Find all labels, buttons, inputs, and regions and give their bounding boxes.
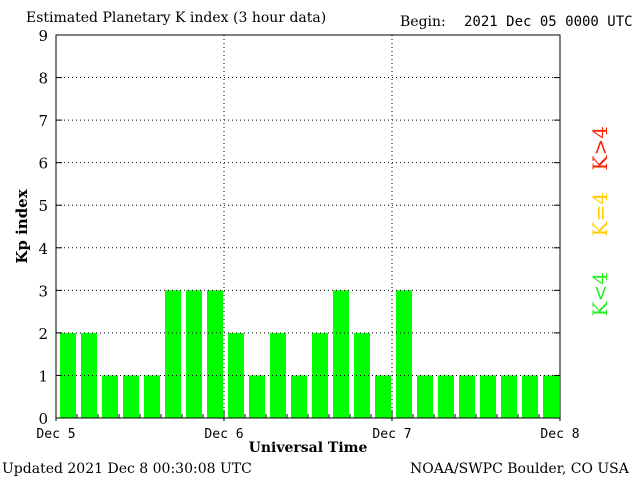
kp-bar — [123, 375, 139, 418]
legend-k-above-4: K>4 — [588, 126, 612, 171]
y-axis-title: Kp index — [13, 188, 31, 263]
kp-bar — [144, 375, 160, 418]
legend-k-equal-4: K=4 — [588, 192, 612, 237]
y-tick-label: 9 — [38, 27, 48, 45]
y-tick-label: 4 — [38, 240, 48, 258]
y-tick-label: 1 — [38, 367, 48, 385]
kp-bar — [543, 375, 559, 418]
kp-bar — [396, 290, 412, 418]
y-tick-label: 5 — [38, 197, 48, 215]
begin-value: 2021 Dec 05 0000 UTC — [464, 14, 633, 30]
kp-bar — [333, 290, 349, 418]
legend-k-below-4: K<4 — [588, 272, 612, 317]
kp-bar — [102, 375, 118, 418]
kp-bar — [291, 375, 307, 418]
kp-bar — [186, 290, 202, 418]
kp-bar — [165, 290, 181, 418]
x-axis-title: Universal Time — [249, 440, 368, 456]
x-tick-label: Dec 8 — [540, 427, 579, 442]
updated-timestamp: Updated 2021 Dec 8 00:30:08 UTC — [2, 461, 252, 477]
kp-bar — [207, 290, 223, 418]
begin-label: Begin: — [400, 14, 446, 30]
x-tick-label: Dec 7 — [372, 427, 411, 442]
kp-bar — [438, 375, 454, 418]
y-tick-label: 2 — [38, 325, 48, 343]
x-tick-label: Dec 5 — [36, 427, 75, 442]
kp-bar — [459, 375, 475, 418]
kp-bar — [501, 375, 517, 418]
chart-title: Estimated Planetary K index (3 hour data… — [26, 10, 327, 26]
kp-bar — [417, 375, 433, 418]
plot-frame — [55, 34, 561, 419]
kp-bar — [249, 375, 265, 418]
kp-bar — [522, 375, 538, 418]
y-tick-label: 3 — [38, 282, 48, 300]
x-tick-label: Dec 6 — [204, 427, 243, 442]
y-tick-label: 7 — [38, 112, 48, 130]
kp-bar — [375, 375, 391, 418]
kp-bar — [354, 332, 370, 418]
y-tick-label: 0 — [38, 410, 48, 428]
y-tick-label: 8 — [38, 70, 48, 88]
y-tick-label: 6 — [38, 155, 48, 173]
kp-bar — [270, 332, 286, 418]
kp-bar — [480, 375, 496, 418]
source-credit: NOAA/SWPC Boulder, CO USA — [410, 461, 629, 477]
